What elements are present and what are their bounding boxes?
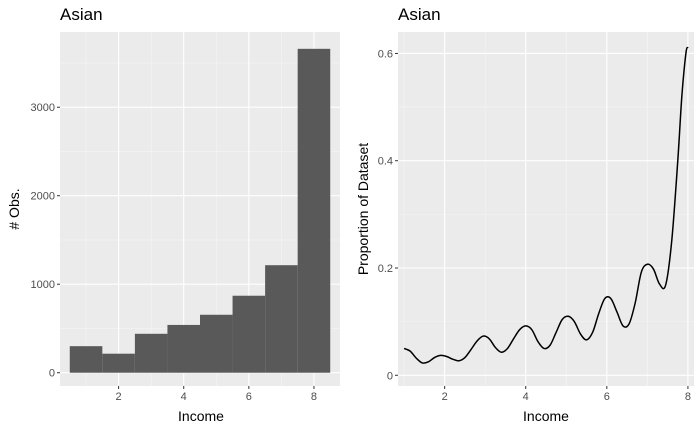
histogram-x-tick-label: 4	[181, 391, 187, 403]
density-y-tick-label: 0.4	[378, 156, 393, 168]
density-axes: 2 4 6 8 0 0.2 0.4 0.6	[378, 48, 691, 403]
density-y-axis-title: Proportion of Dataset	[355, 143, 371, 275]
histogram-panel: Asian 2 4 6 8 0 1000 2000 3000 Income # Obs.	[6, 5, 340, 424]
density-x-axis-title: Income	[523, 408, 569, 424]
density-x-tick-label: 8	[685, 391, 691, 403]
density-line	[403, 46, 689, 364]
histogram-bar-7	[265, 265, 298, 373]
histogram-bar-3	[134, 333, 168, 373]
density-x-tick-label: 4	[523, 391, 529, 403]
density-x-tick-label: 2	[442, 391, 448, 403]
histogram-y-tick-label: 0	[49, 368, 55, 380]
density-gridlines	[398, 32, 694, 386]
histogram-axes: 2 4 6 8 0 1000 2000 3000	[31, 102, 318, 403]
histogram-x-tick-label: 2	[116, 391, 122, 403]
density-plot-background	[398, 32, 694, 386]
histogram-bar-8	[297, 48, 331, 373]
density-y-tick-label: 0.6	[378, 48, 393, 60]
histogram-bar-5	[200, 314, 233, 373]
histogram-bar-6	[232, 295, 266, 373]
density-x-tick-label: 6	[604, 391, 610, 403]
histogram-y-tick-label: 3000	[31, 102, 55, 114]
histogram-y-tick-label: 2000	[31, 191, 55, 203]
histogram-bar-1	[69, 346, 103, 373]
histogram-x-tick-label: 8	[311, 391, 317, 403]
histogram-x-tick-label: 6	[246, 391, 252, 403]
density-panel: Asian 2 4 6 8 0 0.2 0.4 0.6 Income Proportion o…	[355, 5, 694, 424]
histogram-y-tick-label: 1000	[31, 279, 55, 291]
histogram-bar-4	[167, 324, 200, 373]
histogram-bars	[69, 48, 331, 373]
density-title: Asian	[398, 5, 441, 24]
density-y-tick-label: 0.2	[378, 263, 393, 275]
histogram-x-axis-title: Income	[178, 408, 224, 424]
histogram-y-axis-title: # Obs.	[6, 188, 22, 229]
density-y-tick-label: 0	[387, 370, 393, 382]
histogram-bar-2	[102, 353, 135, 373]
histogram-title: Asian	[60, 5, 103, 24]
